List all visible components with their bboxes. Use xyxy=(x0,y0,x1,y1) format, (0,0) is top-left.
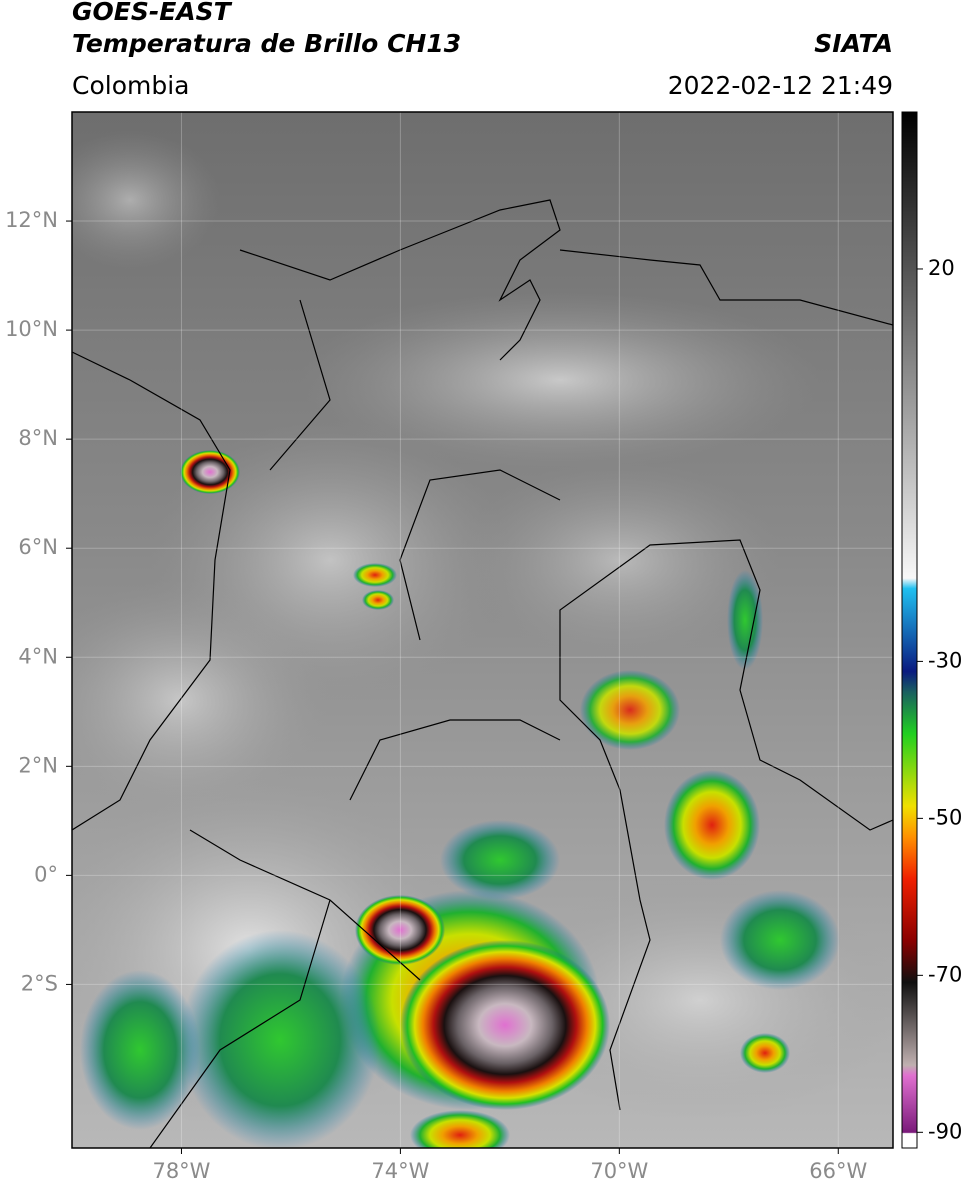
x-tick-label: 66°W xyxy=(809,1159,867,1183)
datetime: 2022-02-12 21:49 xyxy=(668,71,893,100)
x-tick-label: 70°W xyxy=(590,1159,648,1183)
graticule xyxy=(72,112,893,1148)
y-tick-label: 2°N xyxy=(18,753,58,777)
colorbar-tick-label: -50 xyxy=(928,805,962,829)
borders xyxy=(72,199,893,1148)
y-tick-label: 12°N xyxy=(5,208,58,232)
y-tick-label: 8°N xyxy=(18,426,58,450)
x-tick-label: 74°W xyxy=(371,1159,429,1183)
source: SIATA xyxy=(814,29,893,58)
region: Colombia xyxy=(72,71,189,100)
colorbar xyxy=(901,111,918,1149)
y-tick-label: 2°S xyxy=(21,971,58,995)
colorbar-tick-label: -70 xyxy=(928,962,962,986)
y-tick-label: 0° xyxy=(34,862,58,886)
y-tick-label: 4°N xyxy=(18,644,58,668)
x-tick-label: 78°W xyxy=(152,1159,210,1183)
colorbar-tick-label: 20 xyxy=(928,256,955,280)
title: GOES-EAST xyxy=(72,0,233,26)
satellite-image xyxy=(72,112,893,1148)
y-tick-label: 6°N xyxy=(18,535,58,559)
map-frame xyxy=(71,111,894,1149)
colorbar-tick-label: -30 xyxy=(928,648,962,672)
subtitle: Temperatura de Brillo CH13 xyxy=(72,29,461,58)
colorbar-tick-label: -90 xyxy=(928,1119,962,1143)
y-tick-label: 10°N xyxy=(5,317,58,341)
